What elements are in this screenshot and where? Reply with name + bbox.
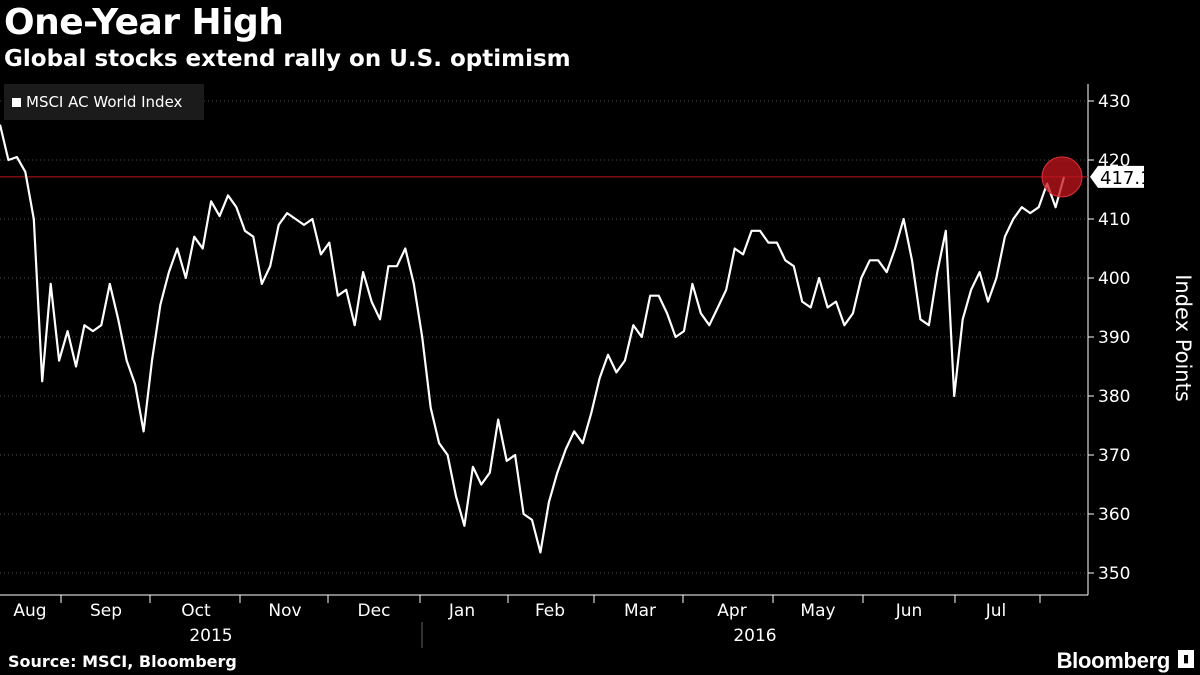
last-value-callout: 417.14 [1090, 165, 1163, 189]
legend-swatch [12, 98, 21, 107]
x-axis-labels: Aug Sep Oct Nov Dec Jan Feb Mar Apr May Jun Jul 2015… [13, 601, 1006, 646]
legend: MSCI AC World Index [4, 84, 204, 120]
x-month-label: Mar [624, 601, 656, 621]
x-month-label: Jun [895, 601, 923, 621]
y-tick-label: 430 [1098, 92, 1130, 112]
y-axis-title: Index Points [1171, 274, 1195, 402]
last-value-box [1090, 165, 1144, 188]
x-month-label: Nov [268, 601, 301, 621]
x-month-label: May [800, 601, 835, 621]
chart-subtitle: Global stocks extend rally on U.S. optim… [4, 46, 571, 72]
legend-label: MSCI AC World Index [26, 93, 183, 111]
x-year-label: 2015 [189, 626, 232, 646]
chart-title: One-Year High [4, 2, 284, 43]
axes [0, 84, 1094, 648]
x-month-label: Apr [717, 601, 746, 621]
gridlines [0, 100, 1088, 574]
x-month-label: Jul [985, 601, 1007, 621]
x-month-label: Jan [448, 601, 475, 621]
y-tick-label: 350 [1098, 564, 1130, 584]
x-month-label: Dec [358, 601, 391, 621]
x-month-label: Aug [13, 601, 46, 621]
brand-logo: Bloomberg [1056, 648, 1171, 673]
x-month-label: Feb [535, 601, 565, 621]
y-tick-label: 410 [1098, 210, 1130, 230]
last-value-label: 417.14 [1100, 168, 1163, 189]
last-value-marker [1041, 156, 1083, 198]
y-tick-label: 370 [1098, 446, 1130, 466]
series-line-msci-ac-world [0, 124, 1066, 554]
x-month-label: Sep [90, 601, 122, 621]
y-tick-label: 390 [1098, 328, 1130, 348]
x-month-label: Oct [181, 601, 211, 621]
y-tick-label: 360 [1098, 505, 1130, 525]
bloomberg-terminal-icon: ▮ [1178, 650, 1194, 668]
x-year-label: 2016 [733, 626, 776, 646]
y-tick-label: 400 [1098, 269, 1130, 289]
y-tick-label: 380 [1098, 387, 1130, 407]
source-note: Source: MSCI, Bloomberg [8, 652, 237, 671]
